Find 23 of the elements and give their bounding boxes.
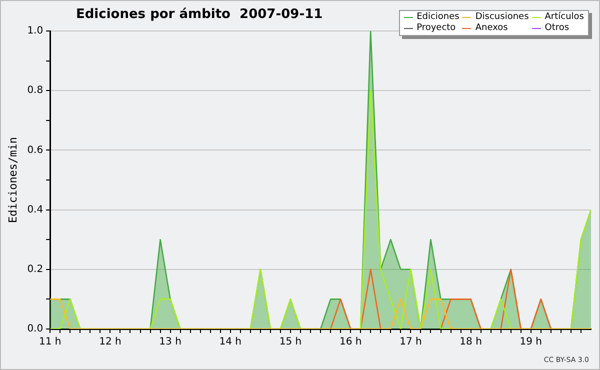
x-tick-label: 17 h bbox=[400, 336, 422, 348]
legend-label: Artículos bbox=[544, 12, 584, 23]
y-tick-label: 0.4 bbox=[27, 204, 44, 216]
legend-label: Discusiones bbox=[475, 12, 529, 23]
x-tick-label: 15 h bbox=[279, 336, 302, 348]
y-tick-label: 0.8 bbox=[27, 85, 44, 96]
legend-label: Ediciones bbox=[416, 12, 460, 23]
x-tick-label: 11 h bbox=[38, 336, 62, 348]
legend-label: Anexos bbox=[475, 23, 508, 34]
y-tick-label: 0.0 bbox=[27, 324, 44, 335]
y-tick-label: 0.6 bbox=[27, 144, 44, 156]
x-tick-label: 19 h bbox=[520, 336, 542, 348]
x-tick-label: 18 h bbox=[460, 336, 482, 348]
y-tick-label: 0.2 bbox=[27, 264, 44, 275]
x-tick-label: 14 h bbox=[219, 336, 242, 348]
x-tick-label: 16 h bbox=[339, 336, 362, 348]
x-tick-label: 12 h bbox=[99, 336, 122, 348]
x-tick-label: 13 h bbox=[159, 336, 182, 348]
y-axis-title: Ediciones/min bbox=[6, 136, 20, 224]
legend-label: Otros bbox=[544, 23, 570, 34]
chart-title: Ediciones por ámbito 2007-09-11 bbox=[76, 7, 323, 22]
legend-label: Proyecto bbox=[416, 23, 456, 34]
y-tick-label: 1.0 bbox=[27, 26, 44, 37]
